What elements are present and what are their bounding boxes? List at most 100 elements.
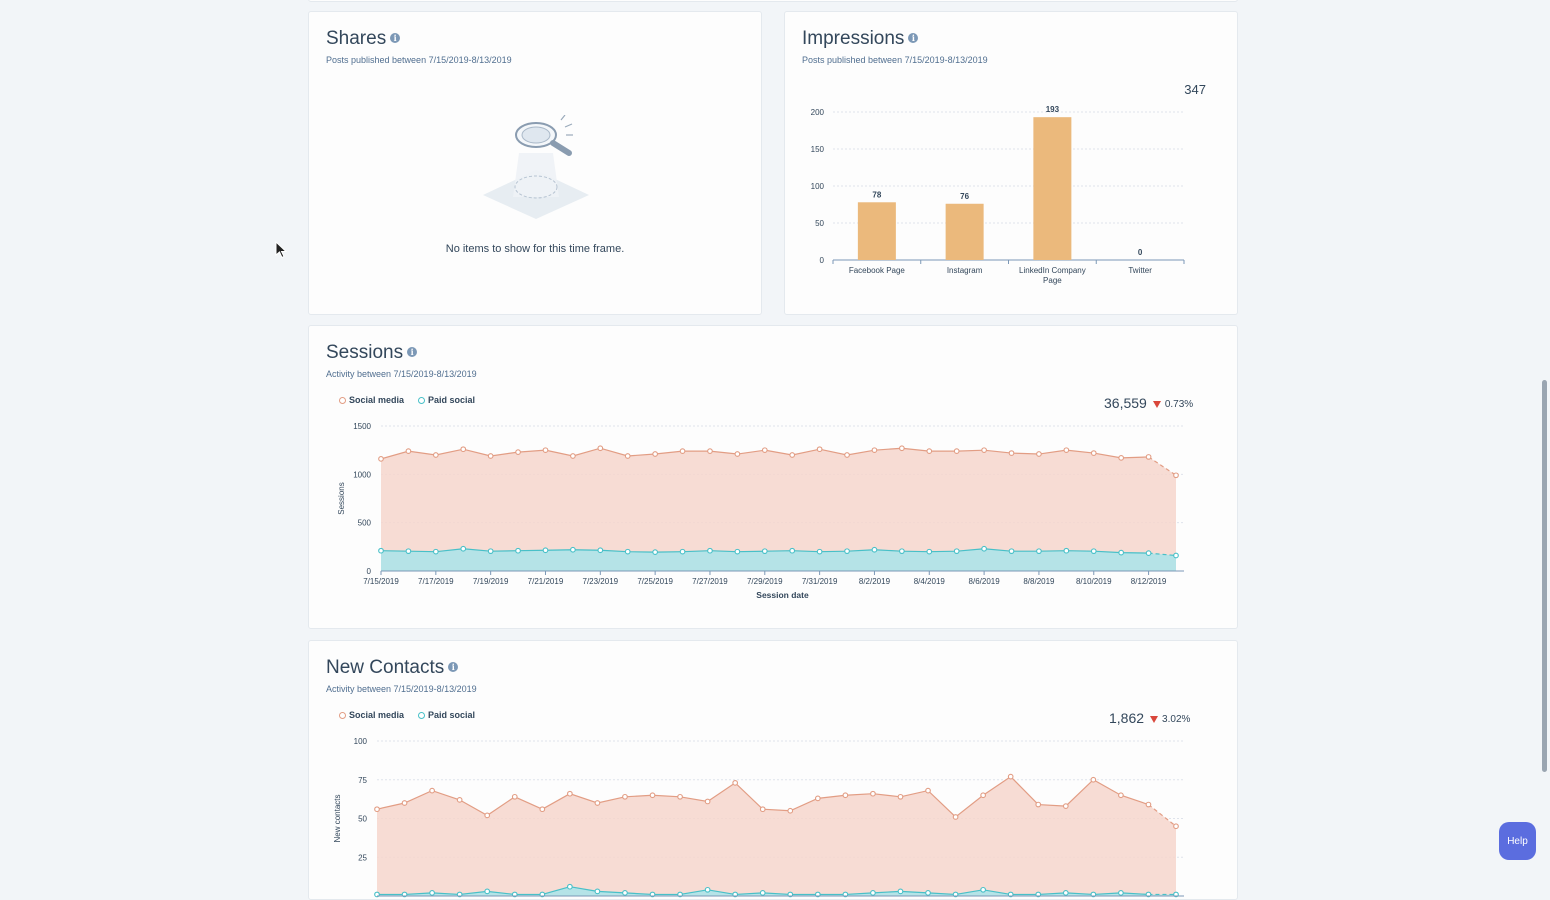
series-line-partial: [1148, 804, 1177, 827]
legend-item-social-media[interactable]: Social media: [339, 395, 404, 405]
data-point: [1118, 890, 1124, 896]
data-point: [432, 452, 439, 458]
legend-item-paid-social[interactable]: Paid social: [418, 710, 475, 720]
data-point: [789, 452, 796, 458]
shares-title-text: Shares: [326, 28, 387, 49]
data-point: [734, 548, 741, 555]
bar: [857, 202, 896, 260]
data-point: [981, 447, 987, 454]
data-point: [926, 548, 933, 555]
bar-data-label: 76: [960, 192, 969, 201]
x-tick-label: 7/31/2019: [802, 577, 838, 586]
data-point: [539, 806, 546, 813]
impressions-card: Impressions i Posts published between 7/1…: [784, 11, 1238, 315]
data-point: [622, 890, 628, 896]
info-icon[interactable]: i: [407, 346, 418, 357]
data-point: [570, 453, 576, 459]
legend-item-paid-social[interactable]: Paid social: [418, 395, 475, 405]
data-point: [1007, 773, 1014, 780]
data-point: [487, 453, 494, 459]
data-point: [1145, 454, 1152, 460]
data-point: [515, 547, 521, 554]
info-icon[interactable]: i: [908, 32, 919, 43]
y-tick-label: 0: [820, 256, 825, 265]
data-point: [789, 547, 796, 554]
y-tick-label: 50: [358, 815, 367, 824]
data-point: [1173, 552, 1179, 559]
data-point: [1008, 450, 1015, 456]
data-point: [405, 548, 412, 555]
scrollbar-thumb[interactable]: [1542, 380, 1547, 772]
legend-dot-icon: [418, 396, 426, 404]
help-button[interactable]: Help: [1499, 822, 1536, 860]
x-tick-label: Page: [1043, 276, 1062, 285]
legend-label: Paid social: [428, 710, 476, 720]
data-point: [761, 447, 768, 454]
empty-state-message: No items to show for this time frame.: [445, 243, 625, 255]
x-tick-label: Facebook Page: [849, 266, 906, 275]
data-point: [897, 793, 904, 800]
x-tick-label: 8/12/2019: [1131, 577, 1167, 586]
data-point: [980, 792, 986, 799]
y-axis-title: New contacts: [333, 794, 342, 842]
data-point: [759, 890, 766, 896]
bar-data-label: 193: [1046, 105, 1060, 114]
data-point: [899, 445, 905, 452]
y-tick-label: 25: [358, 853, 367, 862]
x-tick-label: 7/21/2019: [528, 577, 564, 586]
legend-dot-icon: [339, 396, 346, 404]
mouse-cursor-icon: [275, 241, 287, 259]
contacts-legend: Social media Paid social: [339, 710, 475, 720]
data-point: [844, 548, 850, 555]
data-point: [925, 787, 931, 794]
series-area: [377, 776, 1176, 896]
x-tick-label: Twitter: [1128, 266, 1152, 275]
data-point: [401, 800, 408, 806]
sessions-total: 36,559: [1104, 395, 1147, 411]
legend-dot-icon: [339, 711, 346, 719]
data-point: [1118, 455, 1125, 461]
data-point: [761, 548, 768, 555]
top-card-partial: [308, 0, 1238, 2]
data-point: [926, 448, 933, 454]
data-point: [1062, 803, 1069, 809]
contacts-card: New Contacts i Activity between 7/15/2019…: [308, 640, 1238, 900]
y-tick-label: 100: [811, 182, 825, 191]
data-point: [649, 792, 656, 799]
data-point: [1173, 472, 1179, 479]
contacts-chart: 25 50 75 100 New contacts: [333, 737, 1184, 898]
data-point: [814, 795, 821, 802]
info-icon[interactable]: i: [448, 661, 459, 672]
data-point: [429, 787, 435, 794]
y-tick-label: 150: [811, 145, 825, 154]
data-point: [870, 790, 876, 797]
contacts-change-value: 3.02%: [1162, 714, 1191, 725]
contacts-total: 1,862: [1109, 710, 1145, 726]
data-point: [570, 546, 576, 553]
data-point: [704, 798, 711, 805]
data-point: [429, 890, 435, 896]
legend-label: Social media: [349, 710, 405, 720]
bar-data-label: 78: [872, 190, 881, 199]
data-point: [844, 452, 850, 458]
sessions-title: Sessions i: [326, 342, 418, 364]
sessions-card: Sessions i Activity between 7/15/2019-8/1…: [308, 325, 1238, 629]
data-point: [374, 806, 380, 813]
contacts-change: 3.02%: [1150, 714, 1190, 725]
x-tick-label: 7/15/2019: [363, 577, 399, 586]
data-point: [704, 886, 711, 893]
data-point: [679, 548, 686, 555]
data-point: [487, 548, 494, 555]
sessions-change-value: 0.73%: [1164, 399, 1194, 410]
data-point: [759, 806, 766, 813]
data-point: [1173, 823, 1179, 830]
legend-item-social-media[interactable]: Social media: [339, 710, 404, 720]
data-point: [952, 814, 959, 820]
data-point: [460, 545, 467, 552]
sessions-subtitle: Activity between 7/15/2019-8/13/2019: [326, 369, 477, 379]
shares-subtitle: Posts published between 7/15/2019-8/13/2…: [326, 55, 512, 65]
data-point: [624, 548, 631, 555]
data-point: [1145, 550, 1152, 556]
info-icon[interactable]: i: [390, 32, 401, 43]
x-tick-label: 7/27/2019: [692, 577, 728, 586]
